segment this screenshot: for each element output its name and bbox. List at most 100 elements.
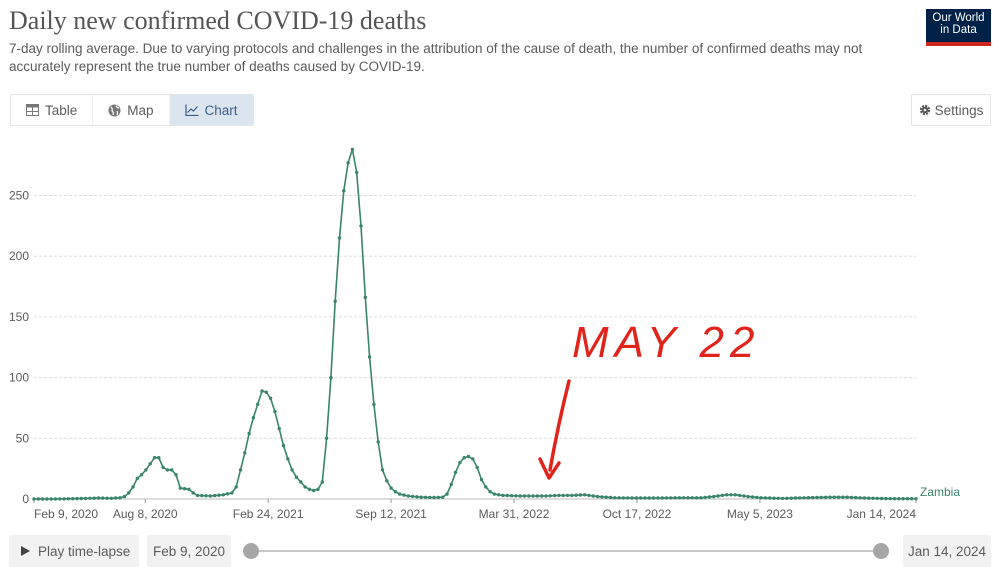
tab-chart[interactable]: Chart	[168, 95, 253, 125]
series-point	[131, 485, 135, 489]
series-point	[208, 494, 213, 498]
series-point	[613, 496, 617, 500]
annotation: MAY 22	[538, 318, 754, 480]
series-point	[148, 462, 152, 466]
end-date-display[interactable]: Jan 14, 2024	[903, 535, 991, 567]
series-point	[531, 494, 535, 498]
series-point	[600, 495, 604, 499]
series-point	[884, 496, 888, 501]
grid-lines	[34, 195, 916, 500]
timeline-start-handle[interactable]	[243, 543, 259, 559]
timeline-slider-track[interactable]	[251, 550, 880, 552]
series-point	[488, 490, 492, 494]
series-point	[359, 224, 363, 228]
series-point	[540, 494, 544, 498]
series-point	[324, 436, 329, 440]
series-point	[690, 496, 694, 500]
series-point	[871, 496, 875, 500]
play-timelapse-button[interactable]: Play time-lapse	[9, 535, 139, 567]
series-point	[643, 496, 647, 500]
series-point	[96, 496, 101, 500]
series-point	[905, 497, 910, 501]
series-point	[393, 490, 398, 494]
series-point	[617, 496, 621, 500]
view-tabs: Table Map Chart	[10, 94, 254, 126]
series-point	[380, 468, 385, 472]
series-point	[410, 494, 415, 499]
series-point	[647, 496, 651, 500]
series-point	[75, 496, 79, 501]
series-point	[312, 488, 316, 493]
series-point	[471, 457, 475, 461]
tab-map[interactable]: Map	[92, 95, 168, 125]
series-point	[759, 496, 763, 500]
settings-button[interactable]: Settings	[911, 94, 991, 126]
series-point	[441, 495, 445, 499]
y-tick-label: 100	[9, 371, 29, 385]
series-point	[329, 375, 333, 380]
series-point	[346, 161, 350, 165]
series-point	[811, 495, 815, 500]
series-point	[40, 497, 45, 501]
series-point	[428, 495, 432, 500]
series-point	[475, 465, 479, 470]
series-point	[398, 492, 402, 496]
series-point	[638, 496, 643, 500]
series-point	[785, 496, 789, 500]
series-point	[187, 487, 191, 491]
series-point	[879, 496, 884, 501]
chart-subtitle: 7-day rolling average. Due to varying pr…	[9, 41, 863, 74]
series-point	[389, 486, 393, 490]
series-point	[217, 493, 221, 497]
series-point	[436, 495, 441, 500]
series-point	[557, 493, 561, 498]
series-point	[320, 480, 324, 484]
series-point	[703, 495, 707, 500]
y-tick-label: 50	[16, 431, 30, 445]
tab-chart-label: Chart	[204, 102, 238, 118]
series-point	[303, 485, 307, 489]
series-point	[281, 443, 286, 448]
series-point	[45, 497, 49, 501]
series-point	[221, 493, 225, 497]
series-point	[178, 486, 182, 490]
series-point	[139, 473, 144, 477]
series-point	[62, 497, 66, 501]
tab-table[interactable]: Table	[11, 95, 92, 125]
series-point	[733, 493, 737, 497]
owid-logo[interactable]: Our World in Data	[926, 9, 991, 46]
timeline-end-handle[interactable]	[873, 543, 889, 559]
series-point	[729, 493, 733, 497]
series-point	[182, 487, 187, 491]
series-point	[432, 495, 436, 500]
series-point	[170, 468, 174, 472]
series-point	[83, 496, 88, 501]
x-axis-ticks: Feb 9, 2020 Aug 8, 2020 Feb 24, 2021 Sep 12…	[33, 499, 917, 521]
series-point	[484, 485, 488, 489]
series-point	[101, 496, 105, 500]
series-point	[243, 451, 247, 455]
tab-table-label: Table	[45, 102, 78, 118]
series-point	[544, 494, 548, 498]
series-point	[264, 390, 268, 394]
x-tick-label: Mar 31, 2022	[479, 507, 550, 521]
series-point	[716, 494, 720, 498]
series-point	[367, 355, 372, 359]
series-point	[673, 496, 677, 500]
series-point	[699, 496, 703, 500]
series-point	[492, 492, 497, 496]
series-point	[802, 496, 806, 500]
series-point	[363, 295, 367, 300]
series-point	[286, 457, 290, 461]
series-point	[862, 496, 867, 500]
series-point	[71, 497, 75, 501]
series-point	[423, 495, 428, 499]
series-point	[591, 494, 595, 498]
series-point	[350, 147, 355, 152]
series-point	[36, 497, 40, 501]
gear-icon	[919, 104, 930, 116]
series-point	[888, 497, 892, 501]
series-point	[595, 494, 600, 499]
series-point	[127, 491, 131, 495]
start-date-display[interactable]: Feb 9, 2020	[147, 535, 231, 567]
